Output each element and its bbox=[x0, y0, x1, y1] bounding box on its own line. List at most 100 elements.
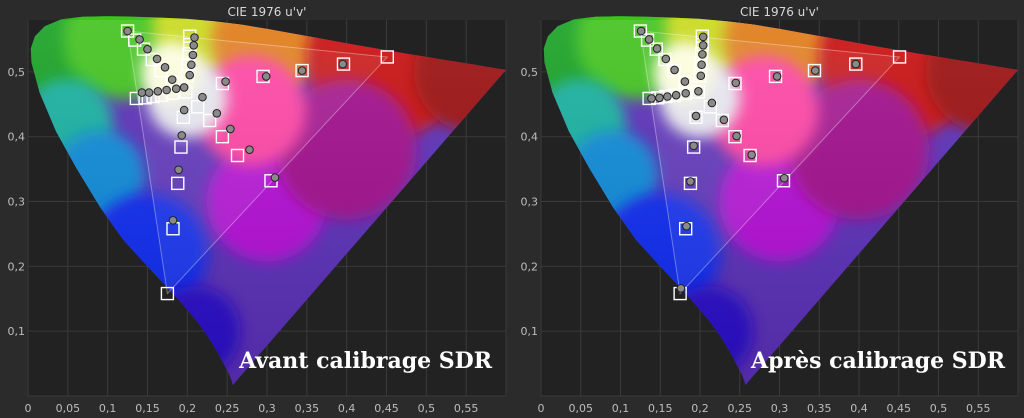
target-point bbox=[174, 140, 188, 154]
x-tick-label: 0,45 bbox=[374, 402, 399, 415]
measured-point bbox=[143, 44, 152, 54]
measured-point bbox=[144, 88, 154, 97]
x-tick-label: 0,2 bbox=[691, 402, 709, 415]
x-tick-label: 0,35 bbox=[807, 402, 832, 415]
measured-point bbox=[123, 26, 132, 36]
target-point bbox=[155, 88, 169, 102]
target-point bbox=[715, 113, 729, 128]
target-point bbox=[129, 91, 144, 106]
measured-point bbox=[652, 44, 662, 53]
measured-point bbox=[851, 59, 861, 69]
target-point bbox=[120, 24, 135, 38]
y-tick-label: 0,4 bbox=[521, 131, 539, 144]
measured-point bbox=[261, 72, 271, 81]
y-axis-ticks: 0,1 0,2 0,3 0,4 0,5 bbox=[8, 66, 26, 338]
measured-point bbox=[698, 50, 707, 59]
x-tick-label: 0,4 bbox=[850, 402, 868, 415]
measured-markers bbox=[636, 26, 861, 293]
target-point bbox=[892, 50, 907, 64]
target-point bbox=[380, 50, 394, 64]
target-point bbox=[146, 89, 160, 104]
target-point bbox=[693, 69, 707, 83]
x-tick-label: 0,35 bbox=[295, 402, 320, 415]
measured-point bbox=[177, 131, 187, 140]
y-tick-label: 0,3 bbox=[8, 196, 26, 209]
x-tick-label: 0,2 bbox=[179, 402, 197, 415]
measured-point bbox=[187, 60, 196, 70]
measured-point bbox=[694, 87, 703, 96]
y-tick-label: 0,5 bbox=[8, 66, 26, 79]
measured-point bbox=[179, 105, 189, 115]
y-tick-label: 0,4 bbox=[8, 131, 26, 144]
target-point bbox=[295, 63, 309, 78]
measured-point bbox=[670, 65, 679, 75]
y-tick-label: 0,2 bbox=[521, 260, 539, 273]
chart-after-calibration: CIE 1976 u'v' 0 0,05 0,1 0,15 0,2 0,25 0,3 0,35… bbox=[521, 5, 1019, 415]
x-axis-ticks: 0 0,05 0,1 0,15 0,2 0,25 0,3 0,35 0,4 0,45 0,5 0,55 bbox=[25, 402, 479, 415]
y-tick-label: 0,5 bbox=[521, 66, 539, 79]
measured-point bbox=[171, 84, 181, 94]
measured-point bbox=[681, 88, 690, 98]
measured-point bbox=[696, 71, 706, 81]
measured-point bbox=[663, 92, 672, 101]
chart-caption: Avant calibrage SDR bbox=[238, 348, 493, 374]
y-tick-label: 0,1 bbox=[8, 325, 26, 338]
x-tick-label: 0,5 bbox=[418, 402, 436, 415]
y-tick-label: 0,2 bbox=[8, 260, 26, 273]
x-tick-label: 0 bbox=[25, 402, 32, 415]
y-tick-label: 0,1 bbox=[521, 325, 539, 338]
x-tick-label: 0,3 bbox=[258, 402, 276, 415]
measured-point bbox=[689, 141, 698, 151]
measured-point bbox=[810, 66, 820, 75]
target-point bbox=[743, 148, 757, 163]
measured-point bbox=[198, 92, 207, 102]
measured-point bbox=[779, 173, 789, 183]
measured-point bbox=[174, 165, 183, 175]
measured-point bbox=[682, 221, 691, 231]
y-axis-ticks: 0,1 0,2 0,3 0,4 0,5 bbox=[521, 66, 539, 338]
target-point bbox=[160, 286, 175, 301]
target-point bbox=[689, 110, 703, 124]
measured-point bbox=[152, 54, 162, 64]
x-tick-label: 0,25 bbox=[728, 402, 753, 415]
measured-point bbox=[245, 145, 254, 154]
measured-point bbox=[698, 40, 708, 50]
measured-point bbox=[655, 93, 664, 103]
chart-caption: Après calibrage SDR bbox=[750, 348, 1006, 374]
target-point bbox=[190, 100, 205, 114]
x-tick-label: 0,25 bbox=[215, 402, 240, 415]
measured-point bbox=[153, 87, 163, 96]
measured-point bbox=[719, 115, 729, 125]
chart-title: CIE 1976 u'v' bbox=[740, 5, 819, 19]
x-tick-label: 0,3 bbox=[771, 402, 789, 415]
measured-point bbox=[168, 216, 178, 225]
measured-point bbox=[661, 54, 671, 64]
measured-point bbox=[137, 88, 147, 97]
measured-point bbox=[160, 63, 170, 72]
measured-point bbox=[686, 177, 695, 186]
target-point bbox=[768, 69, 783, 84]
measured-point bbox=[676, 284, 686, 293]
target-point bbox=[667, 63, 681, 78]
x-tick-label: 0,55 bbox=[966, 402, 991, 415]
x-tick-label: 0,05 bbox=[569, 402, 594, 415]
measured-point bbox=[747, 150, 756, 160]
measured-point bbox=[185, 70, 195, 80]
measured-point bbox=[221, 77, 230, 86]
x-tick-label: 0,05 bbox=[56, 402, 81, 415]
x-tick-label: 0,15 bbox=[135, 402, 160, 415]
measured-point bbox=[189, 40, 199, 50]
target-point bbox=[649, 42, 663, 56]
measured-point bbox=[671, 90, 681, 100]
x-tick-label: 0,1 bbox=[99, 402, 117, 415]
measured-point bbox=[772, 72, 782, 81]
target-point bbox=[640, 33, 655, 47]
target-point bbox=[230, 148, 245, 163]
measured-point bbox=[644, 35, 654, 44]
measured-point bbox=[691, 111, 701, 121]
target-point bbox=[691, 85, 706, 99]
measured-point bbox=[190, 33, 199, 42]
measured-point bbox=[297, 66, 307, 75]
x-tick-label: 0 bbox=[538, 402, 545, 415]
